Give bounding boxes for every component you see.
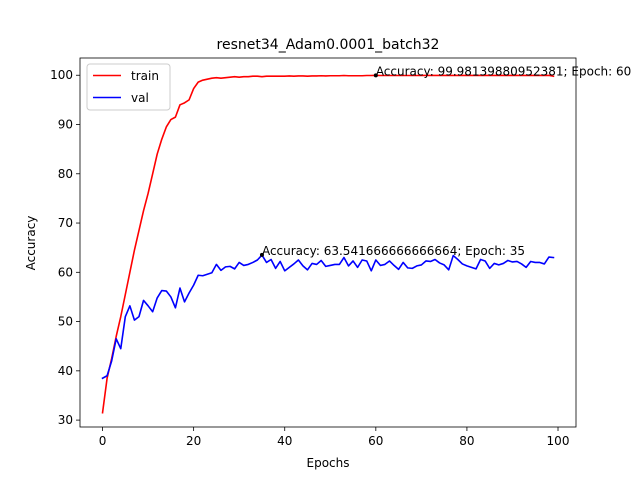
y-tick-label: 30: [58, 413, 73, 427]
y-tick-label: 40: [58, 364, 73, 378]
annotation-label: Accuracy: 99.98139880952381; Epoch: 60: [376, 64, 631, 78]
y-tick-label: 50: [58, 315, 73, 329]
y-axis-label: Accuracy: [24, 216, 38, 271]
x-tick-label: 100: [547, 434, 570, 448]
annotation-marker: [373, 73, 378, 78]
x-axis-ticks: 0 20 40 60 80 100: [99, 427, 570, 448]
annotation-marker: [259, 252, 264, 257]
annotation-label: Accuracy: 63.541666666666664; Epoch: 35: [262, 244, 525, 258]
y-tick-label: 100: [50, 68, 73, 82]
annotation-layer: Accuracy: 99.98139880952381; Epoch: 60 Ac…: [259, 64, 631, 258]
y-axis-ticks: 30 40 50 60 70 80 90 100: [50, 68, 80, 427]
legend-val-label: val: [131, 91, 149, 105]
x-tick-label: 80: [459, 434, 474, 448]
chart-title: resnet34_Adam0.0001_batch32: [217, 37, 440, 53]
x-tick-label: 40: [277, 434, 292, 448]
y-tick-label: 60: [58, 265, 73, 279]
x-tick-label: 20: [186, 434, 201, 448]
series-line-train: [101, 74, 555, 414]
series-layer: [101, 74, 555, 414]
legend: train val: [86, 63, 171, 111]
series-line-val: [101, 254, 555, 380]
x-tick-label: 0: [99, 434, 107, 448]
y-tick-label: 90: [58, 118, 73, 132]
x-axis-label: Epochs: [307, 456, 350, 470]
y-tick-label: 80: [58, 167, 73, 181]
y-tick-label: 70: [58, 216, 73, 230]
plot-frame: [79, 57, 577, 428]
x-tick-label: 60: [368, 434, 383, 448]
legend-train-label: train: [131, 69, 159, 83]
